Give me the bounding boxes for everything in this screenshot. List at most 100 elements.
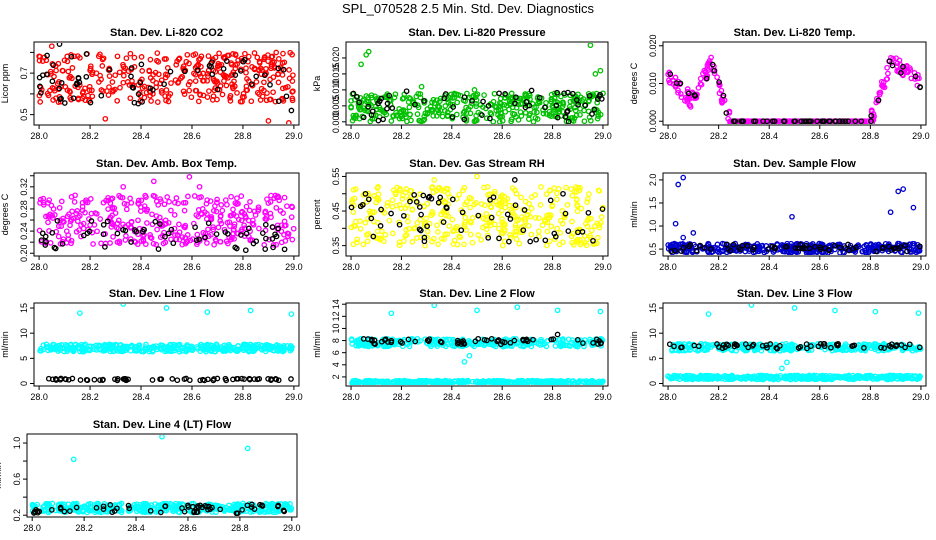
data-point	[724, 341, 730, 348]
data-point	[493, 198, 499, 205]
data-point	[139, 68, 146, 74]
data-point	[202, 234, 208, 241]
data-point	[678, 248, 685, 254]
data-point	[686, 243, 692, 250]
data-point	[219, 91, 226, 98]
data-point	[403, 227, 409, 233]
data-point	[692, 93, 698, 99]
data-point	[379, 228, 385, 235]
points	[665, 304, 924, 383]
data-point	[258, 85, 265, 92]
data-point	[231, 236, 237, 242]
data-point	[181, 91, 188, 97]
data-point	[585, 209, 592, 216]
data-point	[114, 230, 121, 237]
data-point	[902, 374, 909, 381]
y-tick-label: 0	[19, 381, 29, 386]
data-point	[109, 79, 116, 85]
data-point	[89, 71, 95, 78]
data-point	[241, 211, 248, 217]
data-point	[278, 228, 285, 235]
data-point	[97, 346, 104, 353]
data-point	[153, 241, 160, 248]
data-point	[460, 187, 466, 194]
data-point	[467, 110, 474, 117]
data-point	[769, 243, 775, 250]
data-point	[224, 231, 231, 237]
data-point	[275, 98, 282, 105]
data-point	[590, 241, 597, 247]
data-point	[117, 84, 123, 91]
y-axis-label: Licor ppm	[0, 64, 10, 104]
data-point	[374, 195, 380, 201]
panel-4: Stan. Dev. Amb. Box Temp.28.0 28.2 28.4 28.…	[0, 158, 303, 272]
data-point	[208, 231, 214, 238]
data-point	[461, 94, 468, 101]
data-point	[840, 374, 846, 381]
points	[36, 174, 297, 254]
data-point	[115, 217, 122, 224]
data-point	[193, 87, 200, 94]
data-point	[487, 191, 493, 197]
data-point	[846, 247, 852, 254]
data-point	[541, 379, 548, 385]
data-point	[269, 224, 276, 230]
data-point	[147, 92, 153, 99]
data-point	[55, 223, 62, 230]
data-point	[290, 225, 297, 232]
data-point	[353, 186, 359, 192]
y-tick-label: 0.28	[19, 200, 29, 218]
data-point	[842, 118, 849, 124]
data-point	[105, 206, 111, 212]
data-point	[898, 70, 904, 76]
y-tick-label: 10	[331, 323, 341, 333]
data-point	[196, 183, 203, 190]
data-point	[869, 107, 875, 114]
data-point	[223, 58, 230, 64]
x-tick-label: 29.0	[594, 131, 612, 141]
y-tick-label: 15	[19, 303, 29, 313]
data-point	[234, 346, 241, 353]
data-point	[742, 347, 749, 354]
data-point	[491, 188, 498, 195]
data-point	[525, 222, 532, 229]
data-point	[536, 94, 543, 101]
data-point	[290, 72, 296, 79]
data-point	[142, 206, 148, 213]
y-axis-label: kPa	[312, 76, 322, 92]
data-point	[803, 118, 810, 124]
data-point	[417, 94, 424, 101]
data-point	[473, 103, 480, 110]
y-tick-label: 0.015	[331, 63, 341, 86]
data-point	[197, 341, 204, 348]
data-point	[894, 342, 900, 348]
data-point	[58, 223, 65, 230]
data-point	[807, 248, 814, 255]
data-point	[72, 341, 79, 348]
data-point	[697, 242, 703, 249]
data-point	[474, 91, 481, 98]
data-point	[872, 341, 879, 347]
data-point	[806, 245, 813, 252]
data-point	[557, 340, 564, 347]
data-point	[716, 81, 723, 88]
data-point	[224, 52, 231, 59]
data-point	[495, 337, 502, 344]
plot-frame	[662, 302, 927, 387]
data-point	[507, 339, 514, 346]
data-point	[443, 205, 450, 211]
data-point	[853, 244, 859, 251]
figure-title: SPL_070528 2.5 Min. Std. Dev. Diagnostic…	[342, 1, 594, 16]
data-point	[368, 94, 375, 101]
data-point	[445, 213, 452, 219]
plot-frame	[345, 172, 609, 257]
data-point	[61, 100, 68, 106]
data-point	[680, 234, 687, 241]
data-point	[68, 53, 75, 60]
panel-title: Stan. Dev. Line 2 Flow	[419, 288, 535, 300]
data-point	[265, 376, 271, 382]
data-point	[502, 91, 508, 97]
data-point	[543, 191, 550, 198]
